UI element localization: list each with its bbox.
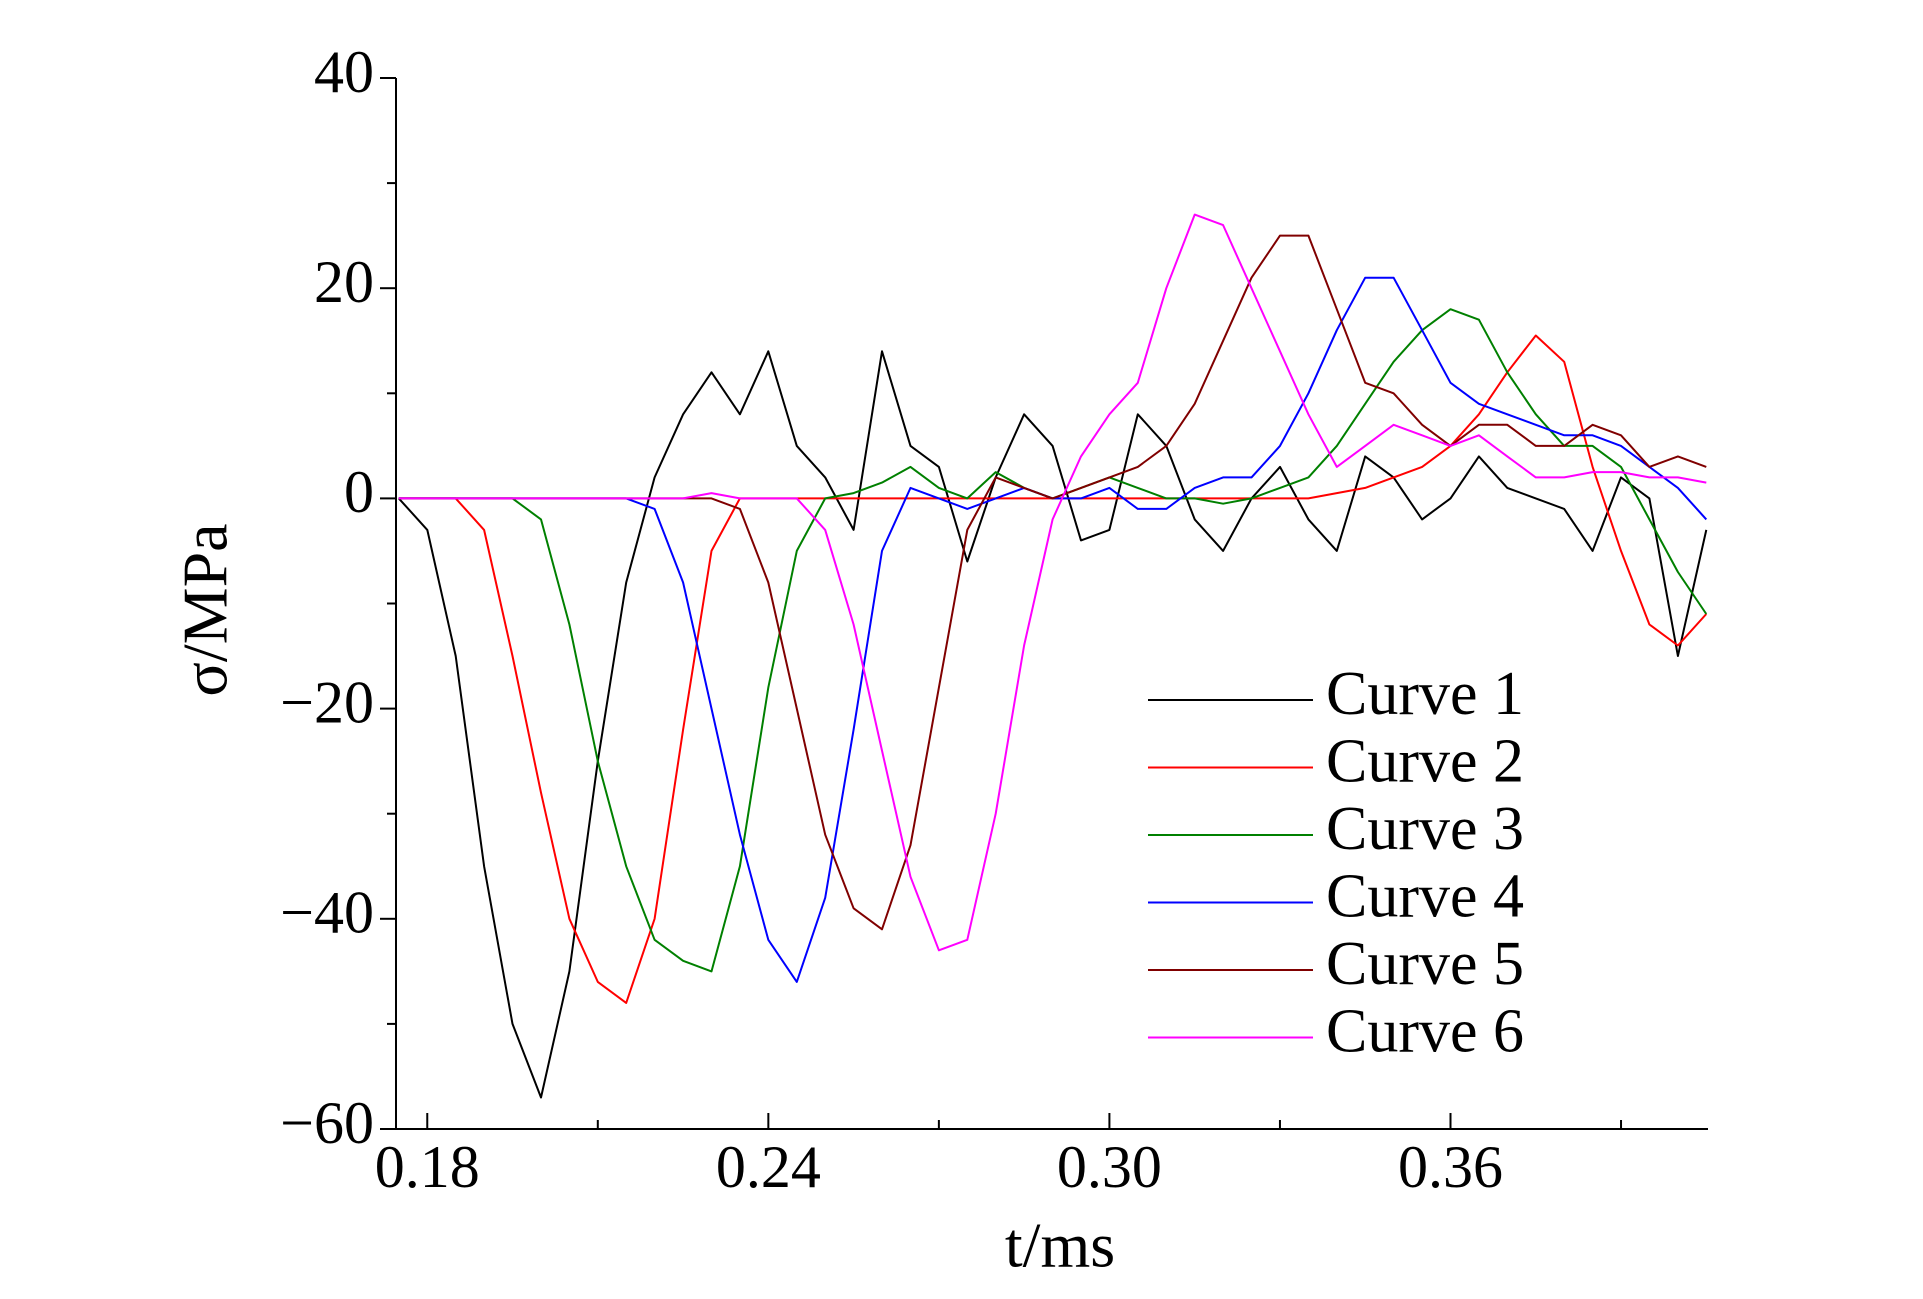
legend-label: Curve 3 bbox=[1326, 795, 1524, 863]
x-tick-label: 0.24 bbox=[716, 1134, 821, 1200]
legend-label: Curve 2 bbox=[1326, 728, 1524, 796]
y-axis-label: σ/MPa bbox=[170, 523, 241, 696]
y-tick-label: 20 bbox=[314, 249, 374, 315]
series-line bbox=[398, 213, 1707, 952]
legend-label: Curve 1 bbox=[1326, 660, 1524, 728]
y-tick-label: 40 bbox=[314, 39, 374, 105]
series-line bbox=[398, 350, 1708, 1099]
y-tick-label: −40 bbox=[280, 880, 374, 946]
y-tick-label: 0 bbox=[344, 459, 374, 525]
x-tick-label: 0.30 bbox=[1057, 1134, 1162, 1200]
legend-label: Curve 5 bbox=[1326, 930, 1524, 998]
x-tick-label: 0.18 bbox=[375, 1134, 480, 1200]
y-tick-label: −20 bbox=[280, 669, 374, 735]
x-tick-label: 0.36 bbox=[1398, 1134, 1503, 1200]
legend-label: Curve 6 bbox=[1326, 998, 1524, 1066]
x-axis-label: t/ms bbox=[1005, 1210, 1115, 1281]
legend-label: Curve 4 bbox=[1326, 863, 1524, 931]
y-tick-label: −60 bbox=[280, 1090, 374, 1156]
